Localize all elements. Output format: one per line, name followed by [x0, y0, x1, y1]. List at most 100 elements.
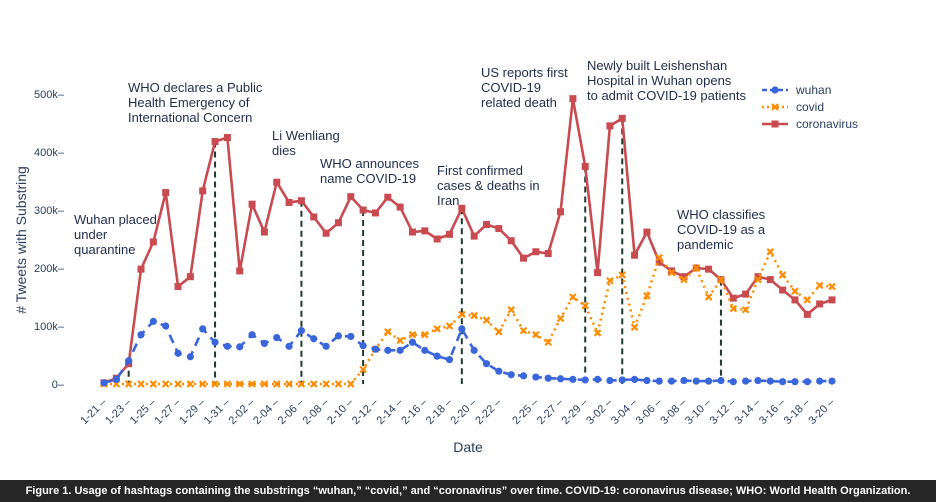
data-point-covid [828, 282, 836, 291]
data-point-wuhan [384, 346, 392, 354]
data-point-coronavirus [384, 193, 392, 201]
x-tick-label: 1-21 – [78, 396, 109, 427]
data-point-covid [778, 271, 787, 279]
data-point-wuhan [692, 377, 700, 385]
event-annotation-text: Li Wenliang [272, 128, 340, 143]
x-tick-label: 2-27 – [535, 396, 566, 427]
data-point-covid [272, 380, 281, 388]
data-point-wuhan [556, 375, 565, 383]
data-point-covid [507, 305, 515, 314]
data-point-wuhan [816, 377, 824, 385]
data-point-covid [618, 271, 627, 279]
y-tick-label: 0– [52, 379, 65, 391]
data-point-wuhan [643, 376, 651, 385]
data-point-wuhan [581, 376, 589, 384]
data-point-covid [445, 322, 454, 330]
data-point-wuhan [606, 376, 614, 385]
data-point-wuhan [310, 335, 318, 343]
data-point-covid [655, 253, 664, 262]
data-point-coronavirus [779, 286, 787, 294]
data-point-covid [248, 380, 256, 388]
data-point-wuhan [371, 345, 380, 353]
x-tick-label: 2-29 – [560, 396, 591, 427]
x-tick-label: 1-23 – [103, 396, 134, 427]
event-annotation-text: pandemic [677, 237, 734, 252]
data-point-covid [791, 287, 799, 295]
data-point-covid [544, 338, 552, 347]
data-point-coronavirus [557, 208, 565, 216]
event-annotation-text: WHO classifies [677, 207, 766, 222]
event-annotation-text: Wuhan placed [74, 212, 157, 227]
data-point-wuhan [359, 342, 367, 350]
data-point-covid [803, 296, 812, 304]
x-tick-label: 2-14 – [375, 396, 406, 427]
data-point-wuhan [828, 377, 836, 385]
x-tick-label: 1-25 – [128, 396, 159, 427]
line-chart: 0–100k–200k–300k–400k–500k–1-21 –1-23 –1… [13, 58, 858, 455]
event-annotation-text: dies [272, 143, 296, 158]
data-point-wuhan [347, 332, 355, 341]
legend-marker-coronavirus [771, 120, 779, 128]
series-line-wuhan [103, 320, 832, 385]
data-point-covid [482, 316, 491, 324]
data-point-covid [334, 380, 343, 388]
data-point-wuhan [495, 367, 503, 375]
x-tick-label: 2-22 – [473, 396, 504, 427]
data-point-wuhan [717, 376, 725, 385]
data-point-coronavirus [631, 251, 639, 259]
legend-marker-wuhan [771, 86, 779, 94]
data-point-wuhan [655, 377, 663, 385]
data-point-wuhan [791, 378, 799, 386]
data-point-coronavirus [445, 230, 453, 238]
data-point-covid [717, 275, 725, 284]
data-point-covid [433, 325, 441, 333]
data-point-wuhan [705, 377, 713, 385]
data-point-wuhan [211, 338, 219, 346]
data-point-wuhan [630, 375, 639, 383]
event-annotation-text: WHO declares a Public [128, 80, 263, 95]
data-point-covid [161, 380, 170, 388]
data-point-coronavirus [223, 134, 231, 141]
event-annotation-text: under [74, 227, 108, 242]
data-point-covid [322, 380, 330, 388]
data-point-coronavirus [260, 228, 268, 236]
data-point-coronavirus [532, 248, 540, 256]
event-annotation-text: name COVID-19 [320, 171, 416, 186]
data-point-wuhan [803, 378, 811, 386]
data-point-coronavirus [791, 296, 799, 304]
x-tick-label: 2-12 – [350, 396, 381, 427]
data-point-covid [309, 380, 318, 388]
data-point-coronavirus [408, 228, 416, 236]
data-point-covid [495, 328, 503, 336]
x-tick-label: 2-25 – [510, 396, 541, 427]
x-tick-label: 3-18 – [782, 396, 813, 427]
data-point-coronavirus [581, 163, 589, 170]
data-point-covid [532, 330, 540, 339]
data-point-coronavirus [766, 276, 774, 284]
data-point-coronavirus [236, 267, 244, 275]
legend-label-wuhan: wuhan [795, 83, 831, 97]
data-point-coronavirus [729, 294, 737, 302]
event-annotation-text: COVID-19 [481, 80, 541, 95]
x-tick-label: 2-18 – [424, 396, 455, 427]
data-point-wuhan [137, 331, 145, 339]
data-point-wuhan [544, 374, 552, 382]
data-point-coronavirus [618, 114, 626, 122]
data-point-covid [149, 380, 158, 388]
data-point-coronavirus [594, 269, 602, 277]
data-point-coronavirus [742, 290, 750, 298]
data-point-wuhan [100, 379, 108, 387]
data-point-wuhan [162, 322, 170, 330]
data-point-coronavirus [606, 122, 614, 130]
data-point-coronavirus [199, 187, 207, 195]
data-point-coronavirus [507, 237, 515, 245]
event-annotation-text: First confirmed [437, 163, 523, 178]
x-tick-label: 3-04 – [609, 396, 640, 427]
data-point-wuhan [236, 343, 244, 351]
data-point-covid [680, 275, 688, 284]
data-point-covid [285, 380, 293, 388]
data-point-wuhan [667, 377, 676, 385]
data-point-covid [729, 304, 738, 313]
data-point-covid [630, 323, 639, 331]
data-point-wuhan [729, 378, 737, 386]
